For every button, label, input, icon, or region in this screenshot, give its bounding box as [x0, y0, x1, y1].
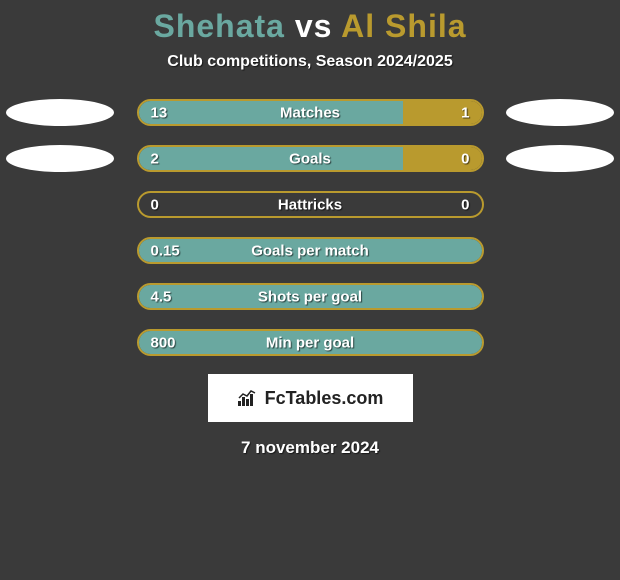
left-oval [6, 145, 114, 172]
stat-row: 0.15 Goals per match [0, 237, 620, 264]
stats-rows: 13 1 Matches 2 0 Goals 0 0 Hattricks 0.15 Goals pe… [0, 99, 620, 356]
stat-label: Min per goal [266, 334, 354, 351]
stat-value-left: 4.5 [151, 288, 172, 305]
stat-row: 4.5 Shots per goal [0, 283, 620, 310]
stat-value-right: 1 [461, 104, 469, 121]
stat-bar: 800 Min per goal [137, 329, 484, 356]
brand-icon [237, 389, 259, 407]
stat-label: Matches [280, 104, 340, 121]
stat-value-left: 0 [151, 196, 159, 213]
bar-fill-right [403, 101, 482, 124]
stat-row: 13 1 Matches [0, 99, 620, 126]
date-label: 7 november 2024 [241, 438, 379, 458]
stat-value-right: 0 [461, 196, 469, 213]
stat-label: Shots per goal [258, 288, 362, 305]
stat-bar: 13 1 Matches [137, 99, 484, 126]
brand-text: FcTables.com [265, 388, 384, 409]
stat-bar: 2 0 Goals [137, 145, 484, 172]
stat-value-left: 2 [151, 150, 159, 167]
stat-value-left: 0.15 [151, 242, 180, 259]
left-oval [6, 99, 114, 126]
stat-label: Hattricks [278, 196, 342, 213]
stat-bar: 0 0 Hattricks [137, 191, 484, 218]
right-oval [506, 145, 614, 172]
stat-value-left: 13 [151, 104, 168, 121]
stat-row: 2 0 Goals [0, 145, 620, 172]
stat-row: 0 0 Hattricks [0, 191, 620, 218]
stat-label: Goals per match [251, 242, 369, 259]
brand-badge: FcTables.com [208, 374, 413, 422]
right-oval [506, 99, 614, 126]
stat-row: 800 Min per goal [0, 329, 620, 356]
stat-value-left: 800 [151, 334, 176, 351]
vs-label: vs [295, 8, 333, 44]
stat-bar: 0.15 Goals per match [137, 237, 484, 264]
stat-value-right: 0 [461, 150, 469, 167]
stat-label: Goals [289, 150, 331, 167]
title: Shehata vs Al Shila [153, 8, 466, 45]
player1-name: Shehata [153, 8, 284, 44]
bar-fill-left [139, 101, 403, 124]
stat-bar: 4.5 Shots per goal [137, 283, 484, 310]
bar-fill-left [139, 147, 403, 170]
comparison-card: Shehata vs Al Shila Club competitions, S… [0, 0, 620, 580]
bar-fill-right [403, 147, 482, 170]
subtitle: Club competitions, Season 2024/2025 [167, 53, 452, 71]
player2-name: Al Shila [341, 8, 466, 44]
